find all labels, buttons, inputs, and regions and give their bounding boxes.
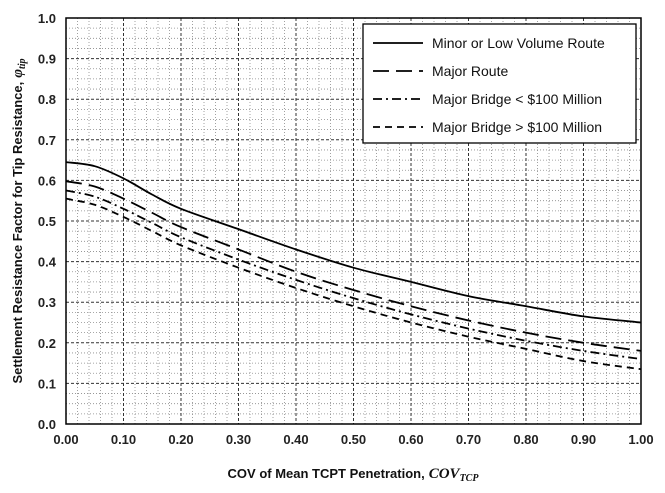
y-tick-label: 0.9 xyxy=(38,52,56,67)
x-tick-label: 0.20 xyxy=(168,432,193,447)
legend-label-1: Minor or Low Volume Route xyxy=(432,35,605,51)
x-tick-label: 0.70 xyxy=(456,432,481,447)
x-tick-label: 0.30 xyxy=(226,432,251,447)
y-axis-title: Settlement Resistance Factor for Tip Res… xyxy=(10,58,28,383)
x-axis-label: COV of Mean TCPT Penetration, xyxy=(228,466,425,481)
y-axis-symbol: φ xyxy=(10,69,26,78)
x-tick-label: 0.80 xyxy=(513,432,538,447)
x-axis-subscript: TCP xyxy=(460,473,480,484)
legend: Minor or Low Volume Route Major Route Majo… xyxy=(362,23,637,144)
series-line-4 xyxy=(65,197,642,371)
x-tick-label: 0.10 xyxy=(111,432,136,447)
x-tick-labels: 0.00 0.10 0.20 0.30 0.40 0.50 0.60 0.70 0.80 0.90… xyxy=(53,432,653,447)
y-tick-label: 0.6 xyxy=(38,173,56,188)
x-axis-title: COV of Mean TCPT Penetration, COVTCP xyxy=(228,466,480,484)
plot-frame xyxy=(65,17,642,425)
x-tick-label: 1.00 xyxy=(628,432,653,447)
y-axis-label: Settlement Resistance Factor for Tip Res… xyxy=(10,82,25,384)
x-tick-label: 0.50 xyxy=(341,432,366,447)
series-line-1 xyxy=(65,161,642,324)
legend-label-3: Major Bridge < $100 Million xyxy=(432,91,602,107)
y-tick-label: 0.1 xyxy=(38,376,56,391)
series-line-2 xyxy=(65,180,642,352)
y-axis-subscript: tip xyxy=(17,58,28,69)
legend-label-4: Major Bridge > $100 Million xyxy=(432,119,602,135)
y-tick-label: 1.0 xyxy=(38,11,56,26)
series-group xyxy=(65,161,642,371)
y-tick-label: 0.3 xyxy=(38,295,56,310)
y-tick-label: 0.2 xyxy=(38,336,56,351)
y-tick-label: 0.7 xyxy=(38,133,56,148)
x-tick-label: 0.90 xyxy=(571,432,596,447)
x-tick-label: 0.00 xyxy=(53,432,78,447)
y-tick-label: 0.5 xyxy=(38,214,56,229)
y-tick-labels: 0.0 0.1 0.2 0.3 0.4 0.5 0.6 0.7 0.8 0.9 1.0 xyxy=(38,11,57,432)
y-tick-label: 0.8 xyxy=(38,92,56,107)
y-tick-label: 0.0 xyxy=(38,417,56,432)
y-tick-label: 0.4 xyxy=(38,255,57,270)
legend-label-2: Major Route xyxy=(432,63,508,79)
x-tick-label: 0.60 xyxy=(398,432,423,447)
series-line-3 xyxy=(65,189,642,360)
x-tick-label: 0.40 xyxy=(283,432,308,447)
x-axis-symbol: COV xyxy=(429,466,462,482)
